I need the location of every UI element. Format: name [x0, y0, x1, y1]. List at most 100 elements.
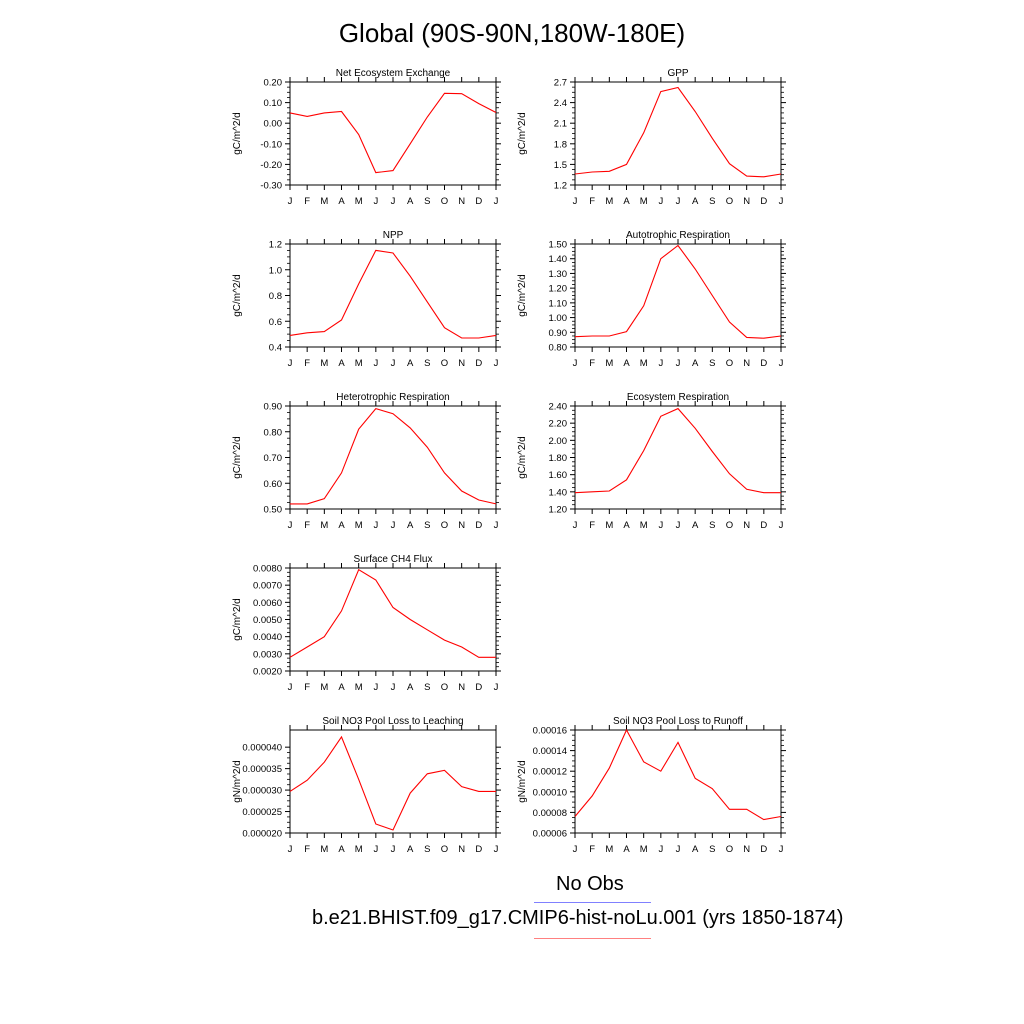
heterotrophic-respiration-xtick-label: J: [391, 520, 396, 531]
npp-xtick-label: F: [304, 358, 310, 369]
npp-xtick-label: J: [373, 358, 378, 369]
autotrophic-respiration-xtick-label: M: [605, 358, 613, 369]
gpp-xtick-label: M: [605, 196, 613, 207]
ecosystem-respiration-xtick-label: M: [605, 520, 613, 531]
heterotrophic-respiration-xtick-label: M: [320, 520, 328, 531]
net-ecosystem-exchange-xtick-label: D: [475, 196, 482, 207]
gpp-xtick-label: F: [589, 196, 595, 207]
soil-no3-pool-loss-to-leaching-ytick-label: 0.000035: [242, 764, 282, 775]
npp-ytick-label: 0.8: [269, 291, 282, 302]
soil-no3-pool-loss-to-runoff-ytick-label: 0.00006: [533, 829, 567, 840]
npp-xtick-label: N: [458, 358, 465, 369]
autotrophic-respiration-xtick-label: J: [779, 358, 784, 369]
soil-no3-pool-loss-to-runoff-xtick-label: F: [589, 844, 595, 855]
soil-no3-pool-loss-to-runoff-xtick-label: M: [605, 844, 613, 855]
soil-no3-pool-loss-to-leaching-xtick-label: A: [338, 844, 345, 855]
ecosystem-respiration-title: Ecosystem Respiration: [627, 392, 729, 403]
gpp-ytick-label: 2.1: [554, 119, 567, 130]
soil-no3-pool-loss-to-leaching-xtick-label: M: [320, 844, 328, 855]
ecosystem-respiration-xtick-label: F: [589, 520, 595, 531]
soil-no3-pool-loss-to-runoff-xtick-label: J: [658, 844, 663, 855]
soil-no3-pool-loss-to-runoff-ytick-label: 0.00010: [533, 787, 567, 798]
soil-no3-pool-loss-to-leaching-plot-frame: [289, 729, 497, 834]
net-ecosystem-exchange-xtick-label: O: [441, 196, 448, 207]
soil-no3-pool-loss-to-runoff-plot-frame: [574, 729, 782, 834]
net-ecosystem-exchange-xtick-label: J: [494, 196, 499, 207]
heterotrophic-respiration-xtick-label: O: [441, 520, 448, 531]
ecosystem-respiration-xtick-label: M: [640, 520, 648, 531]
gpp-plot-frame: [574, 81, 782, 186]
ecosystem-respiration-ytick-label: 2.20: [549, 419, 568, 430]
legend-label-model-run: b.e21.BHIST.f09_g17.CMIP6-hist-noLu.001 …: [312, 907, 844, 929]
heterotrophic-respiration-ylabel: gC/m^2/d: [232, 436, 243, 479]
gpp-ytick-label: 2.7: [554, 78, 567, 89]
soil-no3-pool-loss-to-runoff-ylabel: gN/m^2/d: [517, 760, 528, 803]
gpp-xtick-label: A: [623, 196, 630, 207]
npp-xtick-label: S: [424, 358, 430, 369]
surface-ch4-flux-xtick-label: A: [407, 682, 414, 693]
gpp-xtick-label: J: [779, 196, 784, 207]
soil-no3-pool-loss-to-leaching-xtick-label: N: [458, 844, 465, 855]
soil-no3-pool-loss-to-leaching-xtick-label: M: [355, 844, 363, 855]
heterotrophic-respiration-ytick-label: 0.90: [264, 402, 283, 413]
heterotrophic-respiration-xtick-label: J: [494, 520, 499, 531]
legend-line-no-obs: [534, 902, 651, 903]
npp-xtick-label: A: [338, 358, 345, 369]
gpp-ytick-label: 1.2: [554, 181, 567, 192]
ecosystem-respiration-ytick-label: 2.00: [549, 436, 568, 447]
heterotrophic-respiration-ytick-label: 0.70: [264, 453, 283, 464]
npp-xtick-label: J: [494, 358, 499, 369]
ecosystem-respiration-xtick-label: A: [692, 520, 699, 531]
autotrophic-respiration-ytick-label: 1.00: [549, 313, 568, 324]
net-ecosystem-exchange-ytick-label: 0.00: [264, 119, 283, 130]
surface-ch4-flux-title: Surface CH4 Flux: [354, 554, 433, 565]
gpp-xtick-label: J: [573, 196, 578, 207]
page-title: Global (90S-90N,180W-180E): [338, 18, 686, 48]
soil-no3-pool-loss-to-runoff-xtick-label: S: [709, 844, 715, 855]
surface-ch4-flux-ytick-label: 0.0050: [253, 615, 282, 626]
gpp-xtick-label: D: [760, 196, 767, 207]
surface-ch4-flux-ytick-label: 0.0020: [253, 667, 282, 678]
ecosystem-respiration-ytick-label: 1.20: [549, 505, 568, 516]
gpp-xtick-label: S: [709, 196, 715, 207]
autotrophic-respiration-xtick-label: F: [589, 358, 595, 369]
net-ecosystem-exchange-series-line: [289, 92, 497, 174]
ecosystem-respiration-xtick-label: O: [726, 520, 733, 531]
heterotrophic-respiration-ytick-label: 0.60: [264, 479, 283, 490]
soil-no3-pool-loss-to-leaching-xtick-label: S: [424, 844, 430, 855]
autotrophic-respiration-xtick-label: A: [623, 358, 630, 369]
autotrophic-respiration-xtick-label: M: [640, 358, 648, 369]
soil-no3-pool-loss-to-runoff-title: Soil NO3 Pool Loss to Runoff: [613, 716, 743, 727]
surface-ch4-flux-xtick-label: J: [373, 682, 378, 693]
soil-no3-pool-loss-to-runoff-xtick-label: J: [573, 844, 578, 855]
autotrophic-respiration-ytick-label: 1.40: [549, 254, 568, 265]
heterotrophic-respiration-xtick-label: N: [458, 520, 465, 531]
autotrophic-respiration-ytick-label: 1.50: [549, 240, 568, 251]
heterotrophic-respiration-series-line: [290, 407, 497, 505]
heterotrophic-respiration-xtick-label: D: [475, 520, 482, 531]
autotrophic-respiration-series-line: [574, 244, 782, 339]
gpp-series-line: [574, 86, 782, 178]
surface-ch4-flux-xtick-label: D: [475, 682, 482, 693]
net-ecosystem-exchange-xtick-label: A: [407, 196, 414, 207]
heterotrophic-respiration-xtick-label: J: [373, 520, 378, 531]
ecosystem-respiration-series-line: [574, 407, 781, 494]
npp-ytick-label: 0.6: [269, 317, 282, 328]
gpp-xtick-label: O: [726, 196, 733, 207]
soil-no3-pool-loss-to-runoff-ytick-label: 0.00012: [533, 767, 567, 778]
soil-no3-pool-loss-to-leaching-ytick-label: 0.000030: [242, 786, 282, 797]
net-ecosystem-exchange-ytick-label: -0.30: [260, 181, 282, 192]
soil-no3-pool-loss-to-runoff-xtick-label: O: [726, 844, 733, 855]
soil-no3-pool-loss-to-leaching-xtick-label: O: [441, 844, 448, 855]
ecosystem-respiration-xtick-label: J: [573, 520, 578, 531]
gpp-ylabel: gC/m^2/d: [517, 112, 528, 155]
autotrophic-respiration-ytick-label: 0.90: [549, 328, 568, 339]
ecosystem-respiration-xtick-label: A: [623, 520, 630, 531]
net-ecosystem-exchange-ytick-label: -0.10: [260, 139, 282, 150]
heterotrophic-respiration-xtick-label: M: [355, 520, 363, 531]
net-ecosystem-exchange-xtick-label: N: [458, 196, 465, 207]
gpp-xtick-label: M: [640, 196, 648, 207]
soil-no3-pool-loss-to-leaching-ytick-label: 0.000020: [242, 829, 282, 840]
autotrophic-respiration-xtick-label: J: [676, 358, 681, 369]
npp-ytick-label: 1.0: [269, 265, 282, 276]
